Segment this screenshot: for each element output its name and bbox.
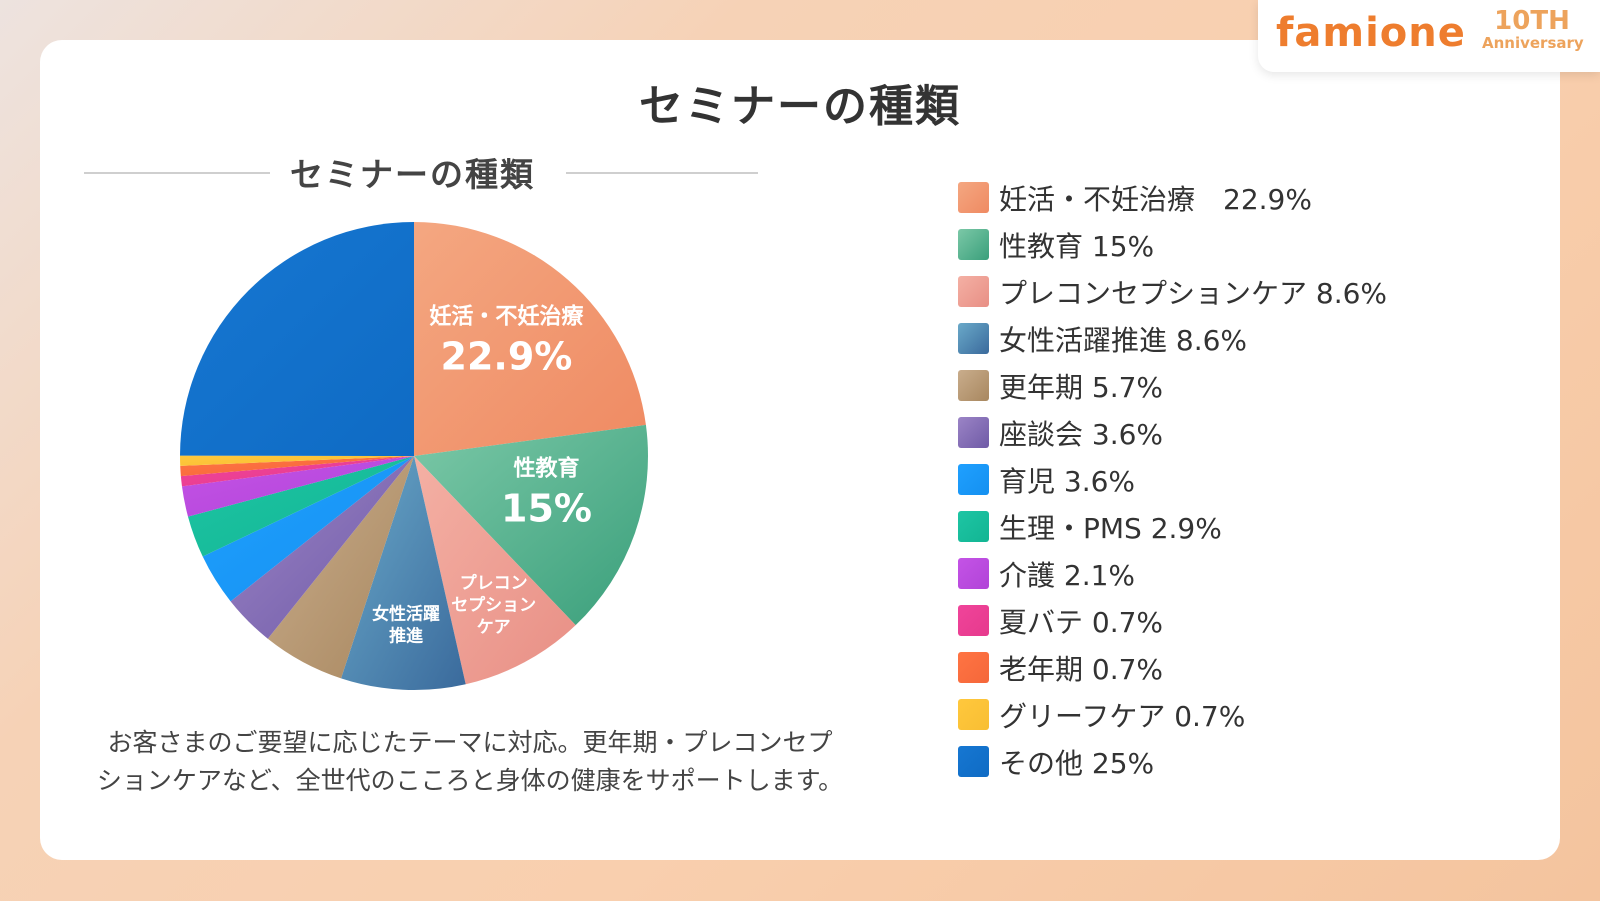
legend-label: 介護 2.1%: [999, 558, 1136, 592]
slice-label-line: 22.9%: [441, 334, 573, 378]
legend-item-1: 妊活・不妊治療 22.9%: [958, 174, 1387, 221]
slice-label-line: 妊活・不妊治療: [429, 303, 583, 329]
legend-swatch: [958, 558, 989, 589]
pie-slices: [180, 222, 648, 690]
legend-swatch: [958, 464, 989, 495]
legend-item-9: 介護 2.1%: [958, 550, 1387, 597]
description-line: ションケアなど、全世代のこころと身体の健康をサポートします。: [96, 766, 844, 795]
legend-label: 座談会 3.6%: [999, 417, 1164, 451]
legend-label: 生理・PMS 2.9%: [999, 511, 1222, 545]
anniversary-badge: 10TH Anniversary: [1482, 6, 1584, 52]
legend-item-10: 夏バテ 0.7%: [958, 597, 1387, 644]
legend-swatch: [958, 605, 989, 636]
pie-slice-9: [181, 456, 414, 517]
legend-item-3: プレコンセプションケア 8.6%: [958, 268, 1387, 315]
slice-label-line: ケア: [477, 617, 511, 637]
logo-wordmark: famione: [1276, 10, 1466, 56]
legend-swatch: [958, 182, 989, 213]
legend-swatch: [958, 699, 989, 730]
chart-legend: 妊活・不妊治療 22.9% 性教育 15% プレコンセプションケア 8.6% 女性活躍…: [958, 174, 1387, 785]
legend-item-13: その他 25%: [958, 738, 1387, 785]
pie-slice-8: [187, 456, 414, 557]
description: お客さまのご要望に応じたテーマに対応。更年期・プレコンセプ ションケアなど、全世…: [80, 724, 860, 800]
legend-label: その他 25%: [999, 746, 1155, 780]
pie-slice-4: [341, 456, 466, 690]
slice-label-3: プレコンセプションケア: [451, 572, 536, 637]
legend-item-7: 育児 3.6%: [958, 456, 1387, 503]
legend-swatch: [958, 370, 989, 401]
legend-item-11: 老年期 0.7%: [958, 644, 1387, 691]
legend-item-12: グリーフケア 0.7%: [958, 691, 1387, 738]
pie-slice-10: [180, 456, 414, 487]
slice-label-line: 女性活躍: [372, 603, 440, 624]
legend-label: 性教育 15%: [999, 229, 1155, 263]
pie-slice-3: [414, 456, 576, 685]
pie-slice-1: [414, 222, 646, 456]
pie-slice-7: [202, 456, 414, 602]
slice-label-line: 15%: [501, 486, 592, 530]
legend-label: 更年期 5.7%: [999, 370, 1164, 404]
legend-item-4: 女性活躍推進 8.6%: [958, 315, 1387, 362]
title-rule-left: [84, 172, 270, 174]
slice-label-line: セプション: [451, 594, 536, 615]
pie-slice-11: [180, 456, 414, 477]
slice-label-1: 妊活・不妊治療 22.9%: [429, 303, 583, 378]
legend-label: プレコンセプションケア 8.6%: [999, 276, 1388, 310]
slice-label-2: 性教育 15%: [501, 455, 592, 530]
slice-label-line: 推進: [389, 625, 423, 646]
slice-label-line: プレコン: [460, 572, 528, 593]
legend-swatch: [958, 276, 989, 307]
legend-label: 女性活躍推進 8.6%: [999, 323, 1248, 357]
legend-swatch: [958, 323, 989, 354]
legend-label: 育児 3.6%: [999, 464, 1136, 498]
pie-slice-6: [230, 456, 414, 639]
chart-title: セミナーの種類: [290, 155, 535, 194]
description-line: お客さまのご要望に応じたテーマに対応。更年期・プレコンセプ: [107, 728, 833, 757]
legend-swatch: [958, 229, 989, 260]
title-rule-right: [566, 172, 758, 174]
legend-label: グリーフケア 0.7%: [999, 699, 1246, 733]
legend-swatch: [958, 417, 989, 448]
slice-label-line: 性教育: [513, 455, 579, 481]
legend-item-5: 更年期 5.7%: [958, 362, 1387, 409]
anniversary-number: 10TH: [1494, 6, 1570, 36]
page-title: セミナーの種類: [639, 81, 961, 132]
slice-label-4: 女性活躍推進: [372, 603, 440, 646]
pie-slice-2: [414, 424, 648, 626]
legend-label: 妊活・不妊治療 22.9%: [999, 182, 1312, 216]
legend-swatch: [958, 652, 989, 683]
legend-swatch: [958, 746, 989, 777]
legend-swatch: [958, 511, 989, 542]
brand-logo: famione 10TH Anniversary: [1258, 0, 1600, 72]
legend-item-2: 性教育 15%: [958, 221, 1387, 268]
legend-label: 夏バテ 0.7%: [999, 605, 1164, 639]
legend-label: 老年期 0.7%: [999, 652, 1164, 686]
pie-slice-12: [180, 455, 414, 466]
legend-item-6: 座談会 3.6%: [958, 409, 1387, 456]
anniversary-text: Anniversary: [1482, 34, 1584, 52]
pie-slice-13: [180, 222, 414, 456]
legend-item-8: 生理・PMS 2.9%: [958, 503, 1387, 550]
pie-slice-5: [267, 456, 414, 679]
